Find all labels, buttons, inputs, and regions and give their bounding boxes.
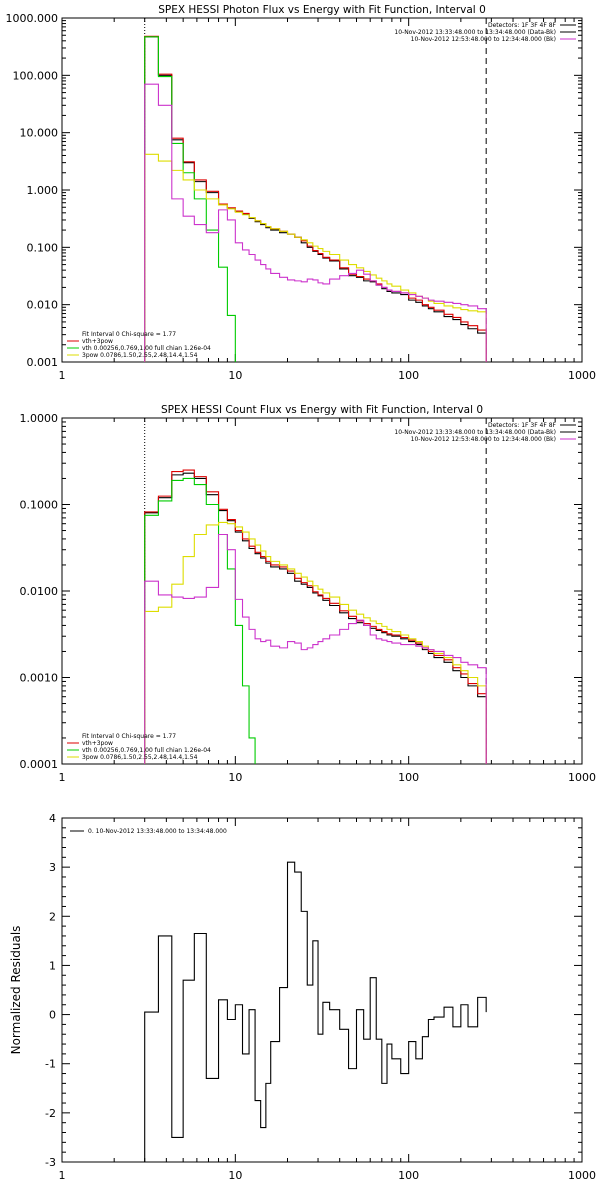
y-tick-label: -3 <box>45 1156 56 1169</box>
y-tick-label: 0.100 <box>27 241 59 254</box>
x-tick-label: 1 <box>59 1169 66 1182</box>
plot-frame <box>61 817 583 1163</box>
info-line: Detectors: 1F 3F 4F 8F <box>488 422 557 429</box>
y-tick-label: 0.0100 <box>20 585 59 598</box>
y-tick-label: 0 <box>49 1009 56 1022</box>
x-tick-label: 10 <box>228 1169 242 1182</box>
series-group <box>144 35 487 362</box>
x-tick-label: 10 <box>228 771 242 784</box>
series-line-2 <box>144 36 236 362</box>
chart-title: SPEX HESSI Count Flux vs Energy with Fit… <box>161 404 483 416</box>
x-tick-label: 100 <box>398 771 419 784</box>
y-tick-label: -2 <box>45 1107 56 1120</box>
y-tick-label: 4 <box>49 812 56 825</box>
series-line-3 <box>144 153 487 362</box>
y-tick-label: 0.0010 <box>20 672 59 685</box>
info-line: 10-Nov-2012 13:33:48.000 to 13:34:48.000… <box>394 29 556 36</box>
info-line: 10-Nov-2012 13:33:48.000 to 13:34:48.000… <box>394 429 556 436</box>
series-line-0 <box>144 861 487 1162</box>
plot-frame <box>61 17 583 363</box>
y-tick-label: 3 <box>49 861 56 874</box>
legend-label: 0. 10-Nov-2012 13:33:48.000 to 13:34:48.… <box>88 828 227 835</box>
series-line-4 <box>144 533 487 764</box>
x-tick-label: 1000 <box>568 771 596 784</box>
info-line: 10-Nov-2012 12:53:48.000 to 12:34:48.000… <box>411 436 556 443</box>
y-tick-label: 1000.000 <box>6 12 59 25</box>
x-tick-label: 1000 <box>568 369 596 382</box>
y-tick-label: 1 <box>49 959 56 972</box>
y-tick-label: 0.1000 <box>20 499 59 512</box>
plot-frame <box>61 417 583 765</box>
x-tick-label: 100 <box>398 1169 419 1182</box>
y-tick-label: 0.010 <box>27 299 59 312</box>
y-tick-label: 100.000 <box>13 69 59 82</box>
y-axis-label: Normalized Residuals <box>9 926 23 1055</box>
x-tick-label: 1000 <box>568 1169 596 1182</box>
x-tick-label: 1 <box>59 771 66 784</box>
series-group <box>144 469 487 764</box>
chart-title: SPEX HESSI Photon Flux vs Energy with Fi… <box>158 4 486 16</box>
info-line: 10-Nov-2012 12:53:48.000 to 12:34:48.000… <box>411 36 556 43</box>
y-tick-label: 1.0000 <box>20 412 59 425</box>
series-line-1 <box>144 35 487 362</box>
fit-line: vth 0.00256,0.769,1.00 full chian 1.26e-… <box>82 747 211 754</box>
fit-line: vth+3pow <box>82 338 113 345</box>
series-line-1 <box>144 469 487 764</box>
fit-line: 3pow 0.0786,1.50,2.55,2.48,14.4,1.54 <box>82 352 198 359</box>
fit-line: vth+3pow <box>82 740 113 747</box>
y-tick-label: 1.000 <box>27 184 59 197</box>
series-line-0 <box>144 472 487 764</box>
fit-line: vth 0.00256,0.769,1.00 full chian 1.26e-… <box>82 345 211 352</box>
series-line-0 <box>144 36 487 362</box>
y-tick-label: 10.000 <box>20 127 59 140</box>
x-tick-label: 100 <box>398 369 419 382</box>
fit-line: Fit Interval 0 Chi-square = 1.77 <box>82 733 176 740</box>
y-tick-label: 0.001 <box>27 356 59 369</box>
fit-line: 3pow 0.0786,1.50,2.55,2.48,14.4,1.54 <box>82 754 198 761</box>
x-tick-label: 10 <box>228 369 242 382</box>
y-tick-label: 0.0001 <box>20 758 59 771</box>
y-tick-label: -1 <box>45 1058 56 1071</box>
series-line-2 <box>144 477 256 764</box>
y-tick-label: 2 <box>49 910 56 923</box>
chart-panel-0: 1 10 100 1000 1000.000 100.000 10.000 1.000 0.10… <box>6 4 597 382</box>
x-tick-label: 1 <box>59 369 66 382</box>
series-group <box>144 861 487 1162</box>
series-line-4 <box>144 83 487 362</box>
info-line: Detectors: 1F 3F 4F 8F <box>488 22 557 29</box>
fit-line: Fit Interval 0 Chi-square = 1.77 <box>82 331 176 338</box>
series-line-3 <box>144 521 487 764</box>
chart-panel-1: 1 10 100 1000 1.0000 0.1000 0.0100 0.0010 0.0001… <box>20 404 597 784</box>
